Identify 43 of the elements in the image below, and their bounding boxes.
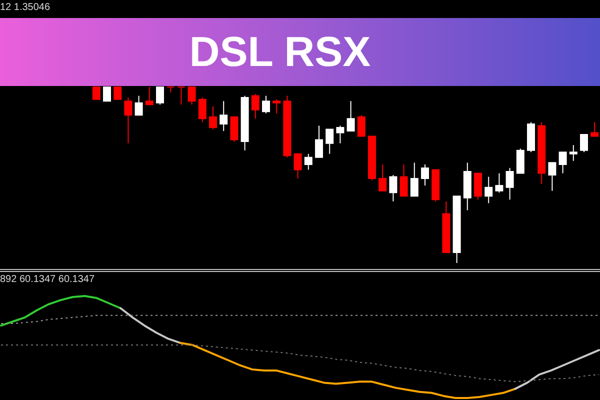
candlestick [580, 134, 588, 153]
candlestick [262, 95, 270, 114]
candlestick [548, 162, 556, 192]
chart-title: DSL RSX [189, 28, 372, 76]
candlestick [145, 86, 154, 106]
text: 892 60.1347 60.1347 [0, 274, 95, 286]
candlestick [336, 125, 344, 144]
candlestick [590, 122, 599, 137]
candlestick [220, 100, 228, 132]
candlestick [198, 97, 206, 123]
candlestick [516, 148, 524, 174]
candlestick [304, 153, 312, 170]
candlestick [272, 98, 281, 114]
candlestick [389, 174, 398, 202]
candlestick [569, 144, 578, 162]
candlestick [114, 86, 122, 100]
candlestick [558, 152, 567, 174]
candlestick [357, 114, 366, 137]
candlestick [177, 86, 186, 106]
candlestick [209, 106, 217, 130]
candlestick [506, 167, 514, 200]
candlestick [326, 128, 334, 154]
candlestick [188, 86, 196, 106]
candlestick [230, 116, 238, 142]
candlestick [294, 153, 302, 180]
candlestick [400, 164, 408, 197]
text: 12 1.35046 [0, 2, 50, 14]
candlestick [474, 172, 482, 200]
candlestick [124, 97, 132, 144]
candlestick [166, 86, 175, 93]
title-banner: DSL RSX [0, 18, 600, 86]
candlestick [92, 86, 100, 100]
candlestick [495, 172, 504, 194]
candlestick [484, 176, 493, 204]
candlestick [421, 164, 429, 186]
candlestick [103, 86, 112, 102]
candlestick [315, 125, 323, 158]
candlestick [251, 94, 260, 120]
candlestick [378, 164, 387, 192]
candlestick [346, 100, 355, 132]
candlestick [134, 95, 143, 116]
candlestick [156, 86, 164, 106]
candlestick [410, 162, 418, 197]
